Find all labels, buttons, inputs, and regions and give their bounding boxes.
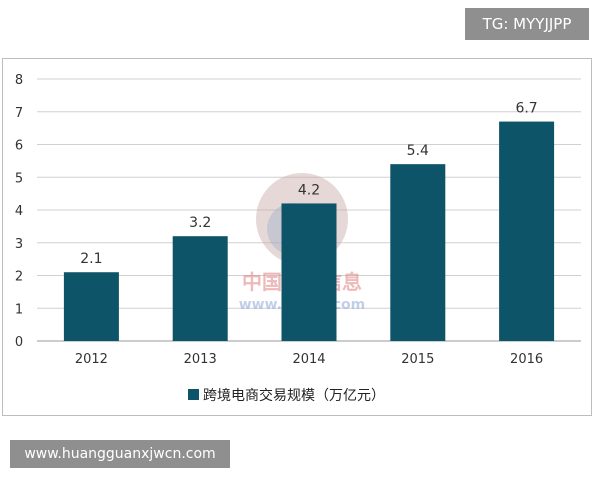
y-tick-label: 4: [15, 204, 23, 219]
y-tick-label: 6: [15, 139, 23, 154]
url-badge: www.huangguanxjwcn.com: [10, 440, 230, 468]
x-tick-label-2014: 2014: [292, 352, 325, 367]
legend: 跨境电商交易规模（万亿元）: [188, 387, 385, 404]
x-tick-label-2012: 2012: [75, 352, 108, 367]
y-tick-label: 3: [15, 237, 23, 252]
bar-2015: [390, 164, 446, 341]
data-label-2015: 5.4: [407, 143, 429, 159]
x-tick-label-2013: 2013: [184, 352, 217, 367]
y-tick-label: 8: [15, 73, 23, 88]
y-tick-label: 2: [15, 270, 23, 285]
bar-2012: [63, 272, 119, 341]
bar-series: [63, 121, 555, 341]
y-tick-label: 5: [15, 171, 23, 186]
data-labels: 2.1 3.2 4.2 5.4 6.7: [80, 101, 537, 268]
y-tick-label: 7: [15, 106, 23, 121]
data-label-2016: 6.7: [515, 101, 537, 117]
x-tick-label-2015: 2015: [401, 352, 434, 367]
y-tick-label: 0: [15, 335, 23, 350]
y-tick-label: 1: [15, 302, 23, 317]
bar-2013: [172, 236, 228, 341]
bar-2014: [281, 203, 337, 341]
x-tick-label-2016: 2016: [510, 352, 543, 367]
data-label-2013: 3.2: [189, 215, 211, 231]
data-label-2012: 2.1: [80, 251, 102, 267]
y-axis-ticks: 0 1 2 3 4 5 6 7 8: [15, 73, 23, 350]
x-axis-ticks: 2012 2013 2014 2015 2016: [75, 352, 543, 367]
legend-label: 跨境电商交易规模（万亿元）: [203, 387, 385, 404]
data-label-2014: 4.2: [298, 182, 320, 198]
legend-swatch: [188, 389, 199, 400]
tg-badge: TG: MYYJJPP: [465, 8, 589, 40]
bar-2016: [499, 121, 555, 341]
